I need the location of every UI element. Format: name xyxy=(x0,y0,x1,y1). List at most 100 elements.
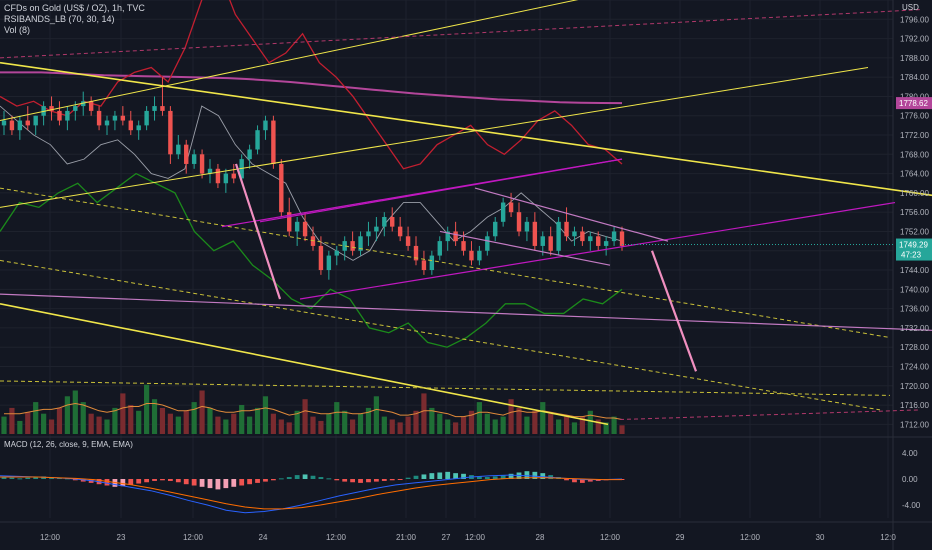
candle-body xyxy=(191,154,197,164)
volume-bar xyxy=(540,402,546,434)
volume-bar xyxy=(595,419,601,434)
macd-histogram-bar xyxy=(215,479,221,490)
macd-histogram-bar xyxy=(310,475,316,479)
price-tick-label: 1732.00 xyxy=(900,324,929,333)
macd-pane xyxy=(0,471,625,514)
volume-bar xyxy=(191,402,197,434)
last-price-badge xyxy=(896,238,932,261)
rsi-band-mid xyxy=(0,105,623,261)
price-tick-label: 1740.00 xyxy=(900,285,929,294)
yellow-trend-line xyxy=(0,61,932,197)
candle-body xyxy=(445,231,450,242)
countdown-timer: 47:23 xyxy=(901,251,922,260)
volume-bar xyxy=(128,405,134,434)
macd-histogram-bar xyxy=(167,479,173,481)
candle-body xyxy=(120,115,126,121)
volume-bar xyxy=(48,419,55,434)
volume-bar xyxy=(619,425,625,434)
volume-bar xyxy=(334,402,340,434)
time-axis[interactable]: 12:00 23 12:00 24 12:00 21:00 27 12:00 28 12:00 29… xyxy=(40,533,896,542)
volume-bar xyxy=(302,399,308,434)
volume-bar xyxy=(254,407,261,434)
volume-bar xyxy=(556,419,562,434)
macd-histogram-bar xyxy=(381,479,387,481)
trend-drawings[interactable] xyxy=(0,0,932,426)
time-tick-label: 23 xyxy=(117,533,126,542)
macd-histogram-bar xyxy=(429,473,435,479)
candle-body xyxy=(508,202,514,213)
candle-body xyxy=(413,245,419,261)
volume-bars xyxy=(1,384,625,434)
macd-histogram-bar xyxy=(120,479,126,487)
candle-body xyxy=(160,106,165,111)
volume-bar xyxy=(72,390,78,434)
price-tick-label: 1772.00 xyxy=(900,131,929,140)
price-tick-label: 1712.00 xyxy=(900,420,929,429)
candle-body xyxy=(485,236,490,251)
macd-histogram-bar xyxy=(405,477,411,479)
macd-tick-label: 0.00 xyxy=(902,475,918,484)
volume-bar xyxy=(25,412,31,434)
candle-body xyxy=(144,110,149,126)
candle-body xyxy=(350,241,355,251)
candle-body xyxy=(96,110,102,126)
candle-body xyxy=(33,115,38,126)
magenta-channel-line xyxy=(299,201,896,300)
macd-histogram-bar xyxy=(33,477,39,479)
volume-bar xyxy=(381,416,387,434)
candlesticks[interactable] xyxy=(1,77,625,280)
candle-body xyxy=(1,120,7,126)
volume-bar xyxy=(532,410,538,434)
price-tick-label: 1756.00 xyxy=(900,208,929,217)
macd-legend[interactable]: MACD (12, 26, close, 9, EMA, EMA) xyxy=(4,440,133,449)
candle-body xyxy=(168,110,173,155)
volume-bar xyxy=(587,410,593,434)
time-tick-label: 12:00 xyxy=(183,533,204,542)
volume-bar xyxy=(468,410,475,434)
candle-body xyxy=(25,120,30,126)
macd-histogram-bar xyxy=(136,479,142,484)
macd-histogram-bar xyxy=(350,479,356,483)
candle-body xyxy=(382,217,387,227)
symbol-title[interactable]: CFDs on Gold (US$ / OZ), 1h, TVC xyxy=(4,3,145,13)
volume-bar xyxy=(579,416,585,434)
macd-histogram-bar xyxy=(572,479,577,483)
candle-body xyxy=(461,241,466,251)
volume-bar xyxy=(167,413,173,434)
rsi-band-lower xyxy=(0,172,623,348)
volume-bar xyxy=(397,422,403,434)
candle-body xyxy=(366,231,371,237)
volume-bar xyxy=(9,407,15,434)
yellow-trend-line xyxy=(0,0,579,122)
candle-body xyxy=(397,226,403,237)
candle-body xyxy=(596,236,601,246)
candle-body xyxy=(429,255,435,271)
candle-body xyxy=(104,120,110,126)
candle-body xyxy=(500,202,506,222)
volume-bar xyxy=(1,416,7,434)
candle-body xyxy=(88,101,94,111)
magenta-trend-line xyxy=(0,293,932,331)
volume-bar xyxy=(207,407,213,434)
volume-bar xyxy=(56,407,63,434)
indicator-volume[interactable]: Vol (8) xyxy=(4,25,31,35)
volume-bar xyxy=(41,413,47,434)
candle-body xyxy=(588,236,593,242)
candle-body xyxy=(540,236,545,246)
macd-histogram-bar xyxy=(453,473,459,479)
price-tick-label: 1720.00 xyxy=(900,382,929,391)
macd-histogram-bar xyxy=(358,479,363,483)
macd-histogram-bar xyxy=(9,477,15,479)
macd-histogram-bar xyxy=(318,477,324,479)
yellow-dashed-line xyxy=(0,259,881,411)
ma-price-badge xyxy=(896,97,932,110)
candle-body xyxy=(65,110,70,121)
indicator-rsibands[interactable]: RSIBANDS_LB (70, 30, 14) xyxy=(4,14,115,24)
volume-bar xyxy=(96,416,102,434)
macd-histogram-bar xyxy=(223,479,229,489)
volume-bar xyxy=(310,416,316,434)
macd-histogram-bar xyxy=(484,477,490,479)
candle-body xyxy=(176,144,181,155)
